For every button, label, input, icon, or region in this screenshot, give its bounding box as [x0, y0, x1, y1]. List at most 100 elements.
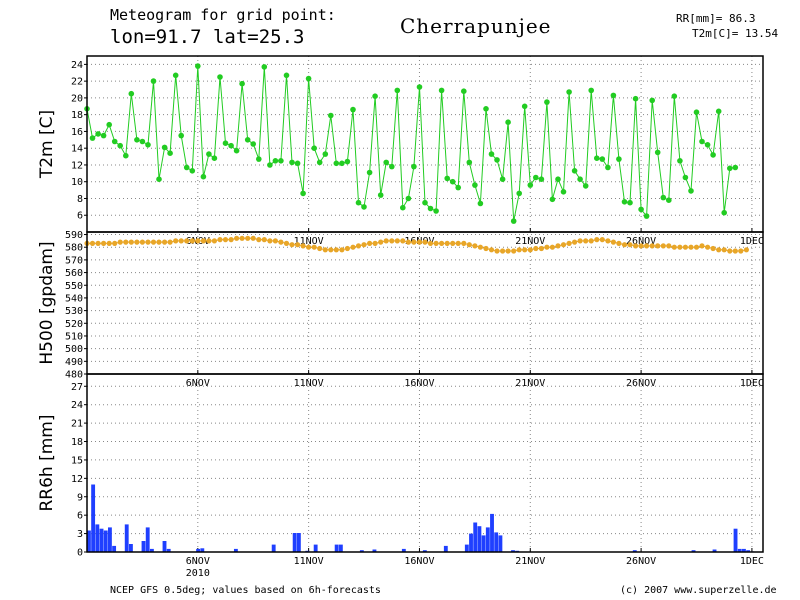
h500-point-95: [610, 239, 617, 245]
rr6h-bar-149: [712, 549, 717, 552]
t2m-point-2: [95, 131, 101, 137]
t2m-point-57: [400, 204, 406, 211]
rr6h-bar-60: [338, 544, 343, 552]
h500-point-94: [605, 238, 611, 244]
t2m-xtick-label-3: 21NOV: [515, 236, 545, 247]
t2m-point-45: [333, 160, 340, 167]
h500-ytick-label-1: 490: [65, 357, 83, 368]
h500-point-36: [283, 240, 290, 246]
t2m-point-13: [156, 176, 162, 182]
h500-ytick-label-7: 550: [65, 281, 83, 292]
h500-point-51: [367, 240, 373, 246]
rr6h-ytick-label-7: 21: [71, 419, 83, 430]
rr-total-readout: RR[mm]= 86.3: [676, 12, 756, 25]
rr6h-ytick-label-4: 12: [71, 474, 83, 485]
rr6h-bar-18: [162, 541, 167, 552]
h500-point-61: [422, 239, 428, 245]
t2m-point-83: [544, 99, 550, 105]
h500-xtick-label-4: 26NOV: [626, 378, 656, 389]
t2m-point-77: [510, 218, 517, 224]
h500-point-97: [621, 242, 628, 248]
h500-point-100: [638, 243, 644, 249]
h500-point-44: [328, 247, 334, 253]
h500-point-46: [339, 247, 345, 253]
t2m-point-18: [183, 164, 190, 171]
rr6h-xtick-label-0: 6NOV: [186, 556, 210, 567]
h500-panel-frame: [86, 231, 764, 375]
h500-point-80: [527, 247, 533, 253]
h500-point-72: [483, 245, 489, 252]
rr6h-bar-156: [742, 548, 746, 552]
h500-point-108: [682, 244, 689, 250]
h500-point-35: [278, 239, 284, 245]
rr6h-bar-14: [145, 527, 150, 552]
h500-point-75: [500, 248, 506, 254]
h500-point-45: [333, 247, 339, 253]
t2m-point-107: [677, 158, 683, 164]
t2m-point-103: [654, 149, 661, 156]
t2m-point-8: [128, 90, 135, 97]
t2m-point-56: [394, 87, 401, 94]
t2m-point-73: [488, 151, 495, 157]
t2m-point-11: [145, 142, 151, 148]
t2m-ytick-label-5: 16: [71, 127, 83, 138]
h500-point-34: [272, 238, 278, 244]
h500-ytick-label-8: 560: [65, 268, 83, 279]
h500-point-42: [317, 245, 323, 252]
h500-point-116: [727, 248, 733, 254]
t2m-point-49: [355, 199, 362, 206]
t2m-point-39: [300, 190, 306, 197]
t2m-point-110: [693, 109, 700, 115]
t2m-point-114: [715, 108, 722, 115]
t2m-point-30: [250, 141, 256, 147]
t2m-point-9: [134, 137, 140, 143]
t2m-point-40: [305, 75, 312, 82]
t2m-point-105: [666, 197, 672, 203]
h500-point-92: [594, 237, 600, 243]
h500-point-27: [234, 235, 240, 241]
h500-point-52: [372, 240, 378, 246]
t2m-point-97: [621, 199, 628, 205]
t2m-point-29: [244, 137, 251, 143]
t2m-ytick-label-3: 12: [71, 160, 83, 171]
rr6h-bar-54: [313, 544, 318, 552]
h500-point-83: [544, 244, 550, 250]
h500-point-79: [522, 247, 528, 253]
rr6h-xtick-label-4: 26NOV: [626, 556, 656, 567]
rr6h-bar-9: [124, 524, 129, 552]
h500-point-118: [738, 248, 744, 254]
t2m-point-99: [632, 95, 639, 102]
t2m-point-64: [438, 87, 445, 94]
t2m-point-66: [449, 178, 456, 185]
h500-point-88: [572, 239, 578, 245]
h500-point-6: [117, 239, 123, 245]
t2m-point-90: [582, 183, 589, 189]
grid-point-coordinates: lon=91.7 lat=25.3: [110, 26, 305, 48]
h500-point-60: [416, 239, 423, 245]
rr6h-xtick-label-5: 1DEC: [740, 556, 764, 567]
rr6h-bar-65: [359, 550, 364, 552]
h500-point-16: [173, 238, 179, 244]
h500-point-98: [627, 242, 633, 248]
t2m-point-16: [172, 72, 179, 79]
h500-point-32: [261, 237, 267, 243]
rr6h-bar-49: [292, 533, 297, 552]
t2m-point-12: [150, 78, 157, 84]
rr6h-bar-80: [422, 550, 427, 552]
rr6h-ytick-label-0: 0: [77, 548, 83, 559]
year-label: 2010: [186, 568, 210, 579]
h500-xtick-label-3: 21NOV: [515, 378, 545, 389]
rr6h-axis-label: RR6h [mm]: [37, 414, 57, 511]
h500-point-21: [200, 238, 206, 244]
t2m-point-70: [472, 182, 478, 188]
rr6h-bar-85: [443, 545, 448, 552]
h500-point-101: [644, 243, 650, 249]
t2m-point-21: [200, 173, 207, 180]
rr6h-ytick-label-2: 6: [77, 511, 83, 522]
rr6h-bar-1: [91, 484, 96, 552]
t2m-point-32: [261, 64, 268, 70]
t2m-xtick-label-1: 11NOV: [294, 236, 324, 247]
h500-point-71: [477, 244, 483, 250]
rr6h-bar-2: [95, 524, 100, 552]
t2m-point-27: [233, 147, 240, 154]
